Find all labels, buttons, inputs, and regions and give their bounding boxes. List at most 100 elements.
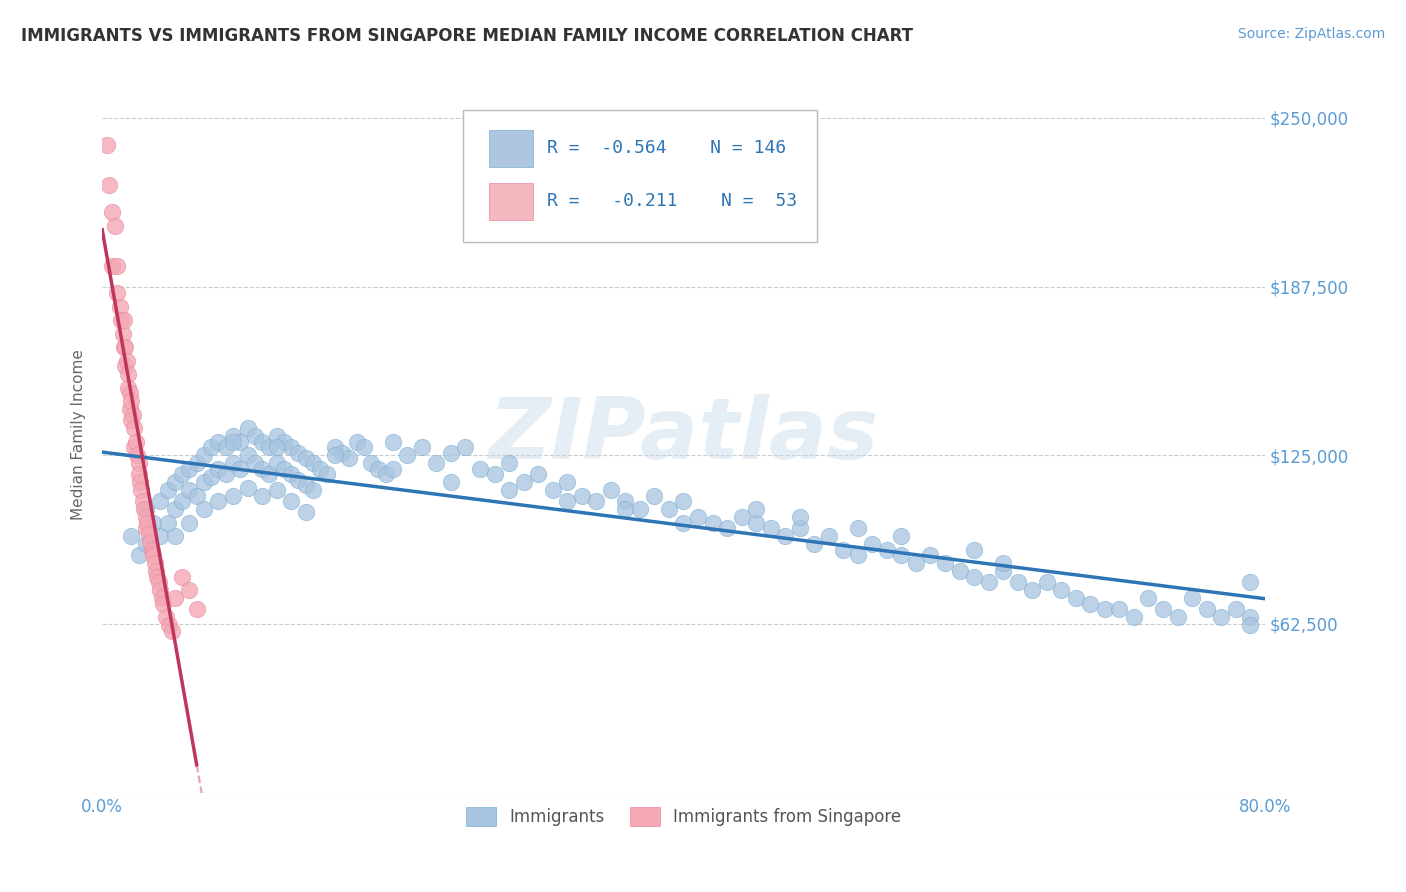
Point	[316, 467, 339, 482]
Point	[672, 494, 695, 508]
Point	[179, 462, 201, 476]
Point	[118, 386, 141, 401]
Text: R =   -0.211    N =  53: R = -0.211 N = 53	[547, 192, 797, 211]
Point	[716, 521, 738, 535]
Point	[120, 413, 142, 427]
Point	[141, 542, 163, 557]
Point	[773, 529, 796, 543]
Point	[323, 440, 346, 454]
Point	[846, 521, 869, 535]
Point	[789, 510, 811, 524]
Point	[302, 483, 325, 498]
Point	[236, 448, 259, 462]
Point	[287, 473, 309, 487]
Point	[179, 583, 201, 598]
Point	[686, 510, 709, 524]
Point	[120, 529, 142, 543]
Text: Source: ZipAtlas.com: Source: ZipAtlas.com	[1237, 27, 1385, 41]
Point	[541, 483, 564, 498]
Point	[614, 494, 637, 508]
Point	[117, 381, 139, 395]
Point	[440, 475, 463, 490]
Point	[115, 354, 138, 368]
Text: R =  -0.564    N = 146: R = -0.564 N = 146	[547, 138, 787, 156]
Point	[1137, 591, 1160, 606]
Point	[759, 521, 782, 535]
Point	[1078, 597, 1101, 611]
Point	[98, 178, 121, 193]
Point	[555, 494, 578, 508]
Point	[730, 510, 752, 524]
Point	[114, 340, 136, 354]
Point	[112, 313, 135, 327]
Point	[200, 440, 222, 454]
Point	[745, 516, 768, 530]
Point	[280, 467, 302, 482]
Point	[186, 456, 208, 470]
Point	[186, 602, 208, 616]
Point	[105, 286, 128, 301]
Point	[243, 456, 266, 470]
Point	[215, 467, 238, 482]
Point	[846, 548, 869, 562]
Point	[139, 534, 162, 549]
Point	[599, 483, 621, 498]
Point	[143, 556, 166, 570]
Point	[498, 456, 520, 470]
FancyBboxPatch shape	[463, 110, 817, 242]
Point	[156, 483, 179, 498]
Point	[367, 462, 389, 476]
Point	[963, 542, 986, 557]
Point	[702, 516, 724, 530]
Point	[124, 434, 146, 449]
Point	[207, 462, 229, 476]
Point	[294, 450, 316, 465]
Point	[920, 548, 942, 562]
Point	[948, 565, 970, 579]
Point	[138, 526, 160, 541]
Point	[222, 489, 245, 503]
Point	[150, 591, 173, 606]
Point	[963, 570, 986, 584]
Point	[157, 618, 180, 632]
Point	[817, 529, 839, 543]
Point	[105, 260, 128, 274]
Point	[222, 434, 245, 449]
Point	[1195, 602, 1218, 616]
Point	[991, 565, 1014, 579]
Point	[302, 456, 325, 470]
Point	[1166, 610, 1188, 624]
Point	[207, 494, 229, 508]
Point	[163, 502, 186, 516]
Point	[876, 542, 898, 557]
Point	[250, 462, 273, 476]
Point	[374, 467, 396, 482]
Point	[643, 489, 665, 503]
Point	[991, 556, 1014, 570]
Point	[172, 494, 194, 508]
Point	[614, 502, 637, 516]
Point	[266, 429, 288, 443]
Point	[135, 502, 157, 516]
Point	[145, 565, 167, 579]
Point	[1035, 575, 1057, 590]
Point	[585, 494, 607, 508]
Point	[193, 448, 215, 462]
Point	[280, 440, 302, 454]
Point	[132, 494, 155, 508]
Point	[96, 137, 118, 152]
Point	[381, 434, 404, 449]
Y-axis label: Median Family Income: Median Family Income	[72, 350, 86, 521]
Point	[381, 462, 404, 476]
Point	[1239, 575, 1261, 590]
Point	[104, 219, 127, 233]
Point	[156, 516, 179, 530]
Point	[222, 456, 245, 470]
Point	[280, 494, 302, 508]
Point	[498, 483, 520, 498]
Point	[172, 570, 194, 584]
Point	[111, 326, 134, 341]
Point	[207, 434, 229, 449]
Point	[110, 313, 132, 327]
Point	[1239, 610, 1261, 624]
